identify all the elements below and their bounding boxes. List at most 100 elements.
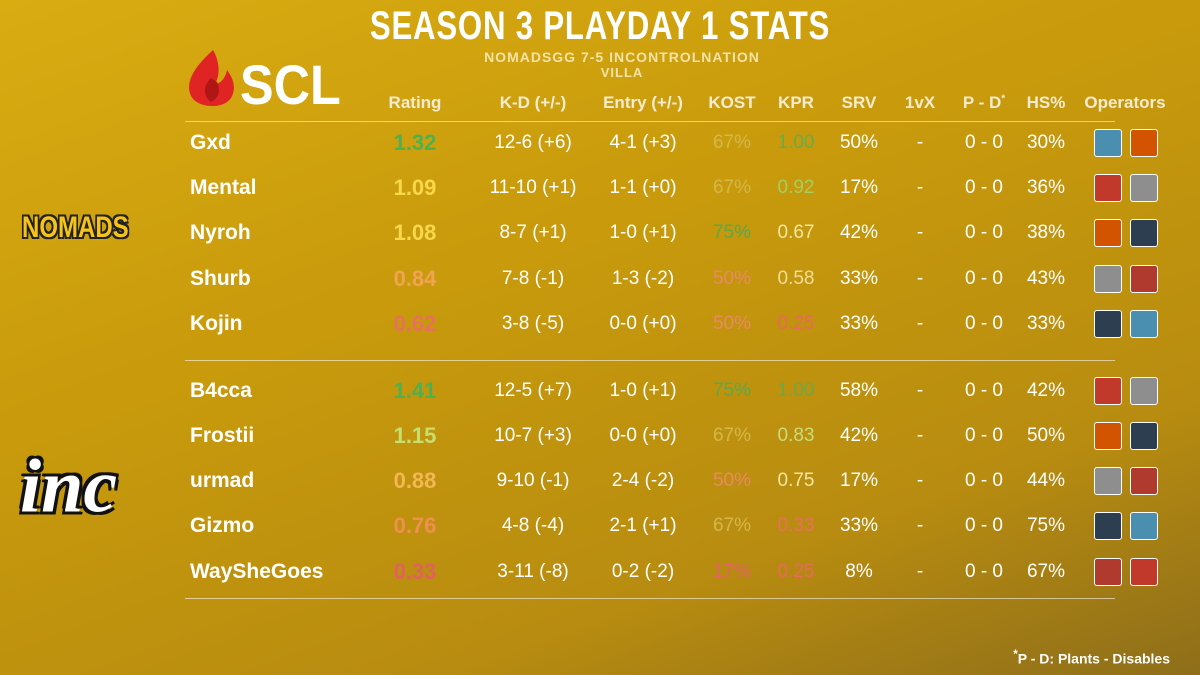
stat-cell: 0 - 0 (964, 313, 1004, 334)
player-name: Nyroh (190, 221, 251, 244)
operator-icon (1094, 219, 1122, 247)
rule (185, 121, 1115, 122)
stat-cell: 0.84 (393, 266, 437, 291)
stat-cell: 0 - 0 (964, 222, 1004, 243)
operator-icon (1130, 174, 1158, 202)
stat-cell: 0 - 0 (964, 561, 1004, 582)
operator-icon (1094, 310, 1122, 338)
player-name: Frostii (190, 424, 255, 447)
operator-icon (1130, 129, 1158, 157)
stat-cell: 0 - 0 (964, 470, 1004, 491)
column-label: P - D (962, 93, 1002, 112)
stat-cell: 0 - 0 (964, 425, 1004, 446)
column-header: KOST (708, 93, 756, 112)
operator-icon (1130, 422, 1158, 450)
map: VILLA (600, 65, 644, 80)
stat-cell: 4-1 (+3) (609, 132, 677, 153)
stat-cell: 0 - 0 (964, 380, 1004, 401)
league-logo: SCL (240, 53, 341, 116)
stat-cell: 1.00 (777, 132, 815, 153)
stat-cell: 2-4 (-2) (611, 470, 675, 491)
stat-cell: 30% (1026, 132, 1066, 153)
stat-cell: 50% (712, 268, 752, 289)
player-name: Mental (190, 176, 257, 199)
stat-cell: - (916, 268, 924, 289)
stat-cell: 67% (712, 515, 752, 536)
stat-cell: 44% (1026, 470, 1066, 491)
operator-icon (1094, 512, 1122, 540)
stat-cell: - (916, 380, 924, 401)
stat-cell: 17% (839, 177, 879, 198)
player-name: Gxd (190, 131, 231, 154)
stat-cell: 33% (839, 268, 879, 289)
stat-cell: 50% (839, 132, 879, 153)
operator-icon (1094, 558, 1122, 586)
stat-cell: 10-7 (+3) (494, 425, 572, 446)
stat-cell: - (916, 313, 924, 334)
player-name: Gizmo (190, 514, 255, 537)
stat-cell: 38% (1026, 222, 1066, 243)
stat-cell: 17% (839, 470, 879, 491)
stat-cell: 1-1 (+0) (609, 177, 677, 198)
stat-cell: 11-10 (+1) (489, 177, 577, 198)
operator-icon (1094, 129, 1122, 157)
stat-cell: 0.25 (777, 313, 815, 334)
stat-cell: - (916, 222, 924, 243)
operator-icon (1130, 219, 1158, 247)
stat-cell: 36% (1026, 177, 1066, 198)
stat-cell: 12-5 (+7) (494, 380, 572, 401)
stat-cell: 67% (1026, 561, 1066, 582)
stat-cell: - (916, 177, 924, 198)
stat-cell: 1.00 (777, 380, 815, 401)
operator-icon (1094, 174, 1122, 202)
stat-cell: 67% (712, 425, 752, 446)
column-header: Operators (1084, 93, 1166, 112)
stat-cell: 58% (839, 380, 879, 401)
stat-cell: 50% (712, 470, 752, 491)
stat-cell: 0.92 (777, 177, 815, 198)
stat-cell: 0-0 (+0) (609, 313, 677, 334)
operator-icon (1130, 467, 1158, 495)
stat-cell: - (916, 470, 924, 491)
stat-cell: 43% (1026, 268, 1066, 289)
stat-cell: 0-0 (+0) (609, 425, 677, 446)
operator-icon (1130, 377, 1158, 405)
stat-cell: 0.83 (777, 425, 815, 446)
column-header: HS% (1026, 93, 1066, 112)
stat-cell: 7-8 (-1) (501, 268, 565, 289)
column-header: Entry (+/-) (603, 93, 683, 112)
stat-cell: - (916, 561, 924, 582)
stat-cell: - (916, 132, 924, 153)
stat-cell: 1-0 (+1) (609, 222, 677, 243)
stat-cell: 0 - 0 (964, 268, 1004, 289)
footnote: *P - D: Plants - Disables (1013, 648, 1170, 667)
stat-cell: 1.08 (393, 220, 437, 245)
column-header: K-D (+/-) (499, 93, 567, 112)
stat-cell: 1.41 (393, 378, 437, 403)
stat-cell: - (916, 515, 924, 536)
stat-cell: 0.88 (393, 468, 437, 493)
stat-cell: 12-6 (+6) (494, 132, 572, 153)
operator-icon (1094, 377, 1122, 405)
operator-icon (1094, 422, 1122, 450)
stat-cell: 75% (712, 222, 752, 243)
team-logo: inc (20, 444, 118, 529)
player-name: Kojin (190, 312, 243, 335)
player-name: Shurb (190, 267, 251, 290)
player-name: WaySheGoes (190, 560, 324, 583)
team-logo: NOMADS (22, 211, 129, 244)
stat-cell: 33% (1026, 313, 1066, 334)
stat-cell: 0.76 (393, 513, 437, 538)
stat-cell: 75% (712, 380, 752, 401)
stat-cell: 1.09 (393, 175, 437, 200)
stat-cell: 17% (712, 561, 752, 582)
stat-cell: 42% (839, 425, 879, 446)
rule (185, 598, 1115, 599)
stat-cell: 3-11 (-8) (497, 561, 569, 582)
stat-cell: 0 - 0 (964, 515, 1004, 536)
operator-icon (1130, 265, 1158, 293)
stat-cell: 33% (839, 313, 879, 334)
player-name: urmad (190, 469, 255, 492)
stat-cell: 0.33 (777, 515, 815, 536)
